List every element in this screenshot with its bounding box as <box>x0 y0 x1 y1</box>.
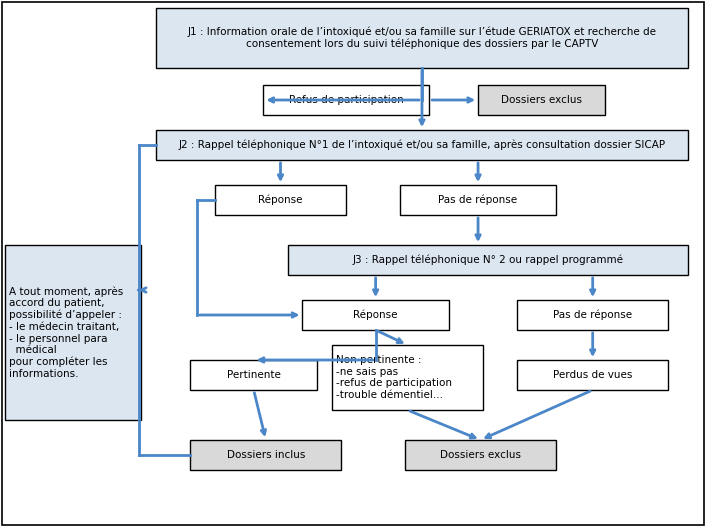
Text: J1 : Information orale de l’intoxiqué et/ou sa famille sur l’étude GERIATOX et r: J1 : Information orale de l’intoxiqué et… <box>188 27 657 50</box>
Text: A tout moment, après
accord du patient,
possibilité d’appeler :
- le médecin tra: A tout moment, après accord du patient, … <box>9 286 123 379</box>
FancyBboxPatch shape <box>264 85 429 115</box>
Text: Pertinente: Pertinente <box>227 370 281 380</box>
FancyBboxPatch shape <box>2 2 704 525</box>
FancyBboxPatch shape <box>405 440 556 470</box>
FancyBboxPatch shape <box>517 360 668 390</box>
FancyBboxPatch shape <box>190 360 317 390</box>
Text: Perdus de vues: Perdus de vues <box>553 370 632 380</box>
Text: Pas de réponse: Pas de réponse <box>439 195 518 205</box>
FancyBboxPatch shape <box>5 245 141 420</box>
Text: Dossiers exclus: Dossiers exclus <box>440 450 521 460</box>
FancyBboxPatch shape <box>156 130 688 160</box>
FancyBboxPatch shape <box>190 440 342 470</box>
FancyBboxPatch shape <box>478 85 605 115</box>
FancyBboxPatch shape <box>288 245 688 275</box>
FancyBboxPatch shape <box>517 300 668 330</box>
Text: J2 : Rappel téléphonique N°1 de l’intoxiqué et/ou sa famille, après consultation: J2 : Rappel téléphonique N°1 de l’intoxi… <box>178 140 665 150</box>
FancyBboxPatch shape <box>156 8 688 68</box>
Text: Non pertinente :
-ne sais pas
-refus de participation
-trouble démentiel...: Non pertinente : -ne sais pas -refus de … <box>336 355 452 400</box>
Text: Refus de participation: Refus de participation <box>289 95 404 105</box>
Text: Dossiers inclus: Dossiers inclus <box>227 450 305 460</box>
Text: J3 : Rappel téléphonique N° 2 ou rappel programmé: J3 : Rappel téléphonique N° 2 ou rappel … <box>353 255 623 265</box>
Text: Pas de réponse: Pas de réponse <box>553 310 632 320</box>
Text: Réponse: Réponse <box>258 195 303 205</box>
Text: Dossiers exclus: Dossiers exclus <box>501 95 582 105</box>
Text: Réponse: Réponse <box>353 310 398 320</box>
FancyBboxPatch shape <box>303 300 449 330</box>
FancyBboxPatch shape <box>214 185 346 215</box>
FancyBboxPatch shape <box>332 345 483 410</box>
FancyBboxPatch shape <box>400 185 556 215</box>
